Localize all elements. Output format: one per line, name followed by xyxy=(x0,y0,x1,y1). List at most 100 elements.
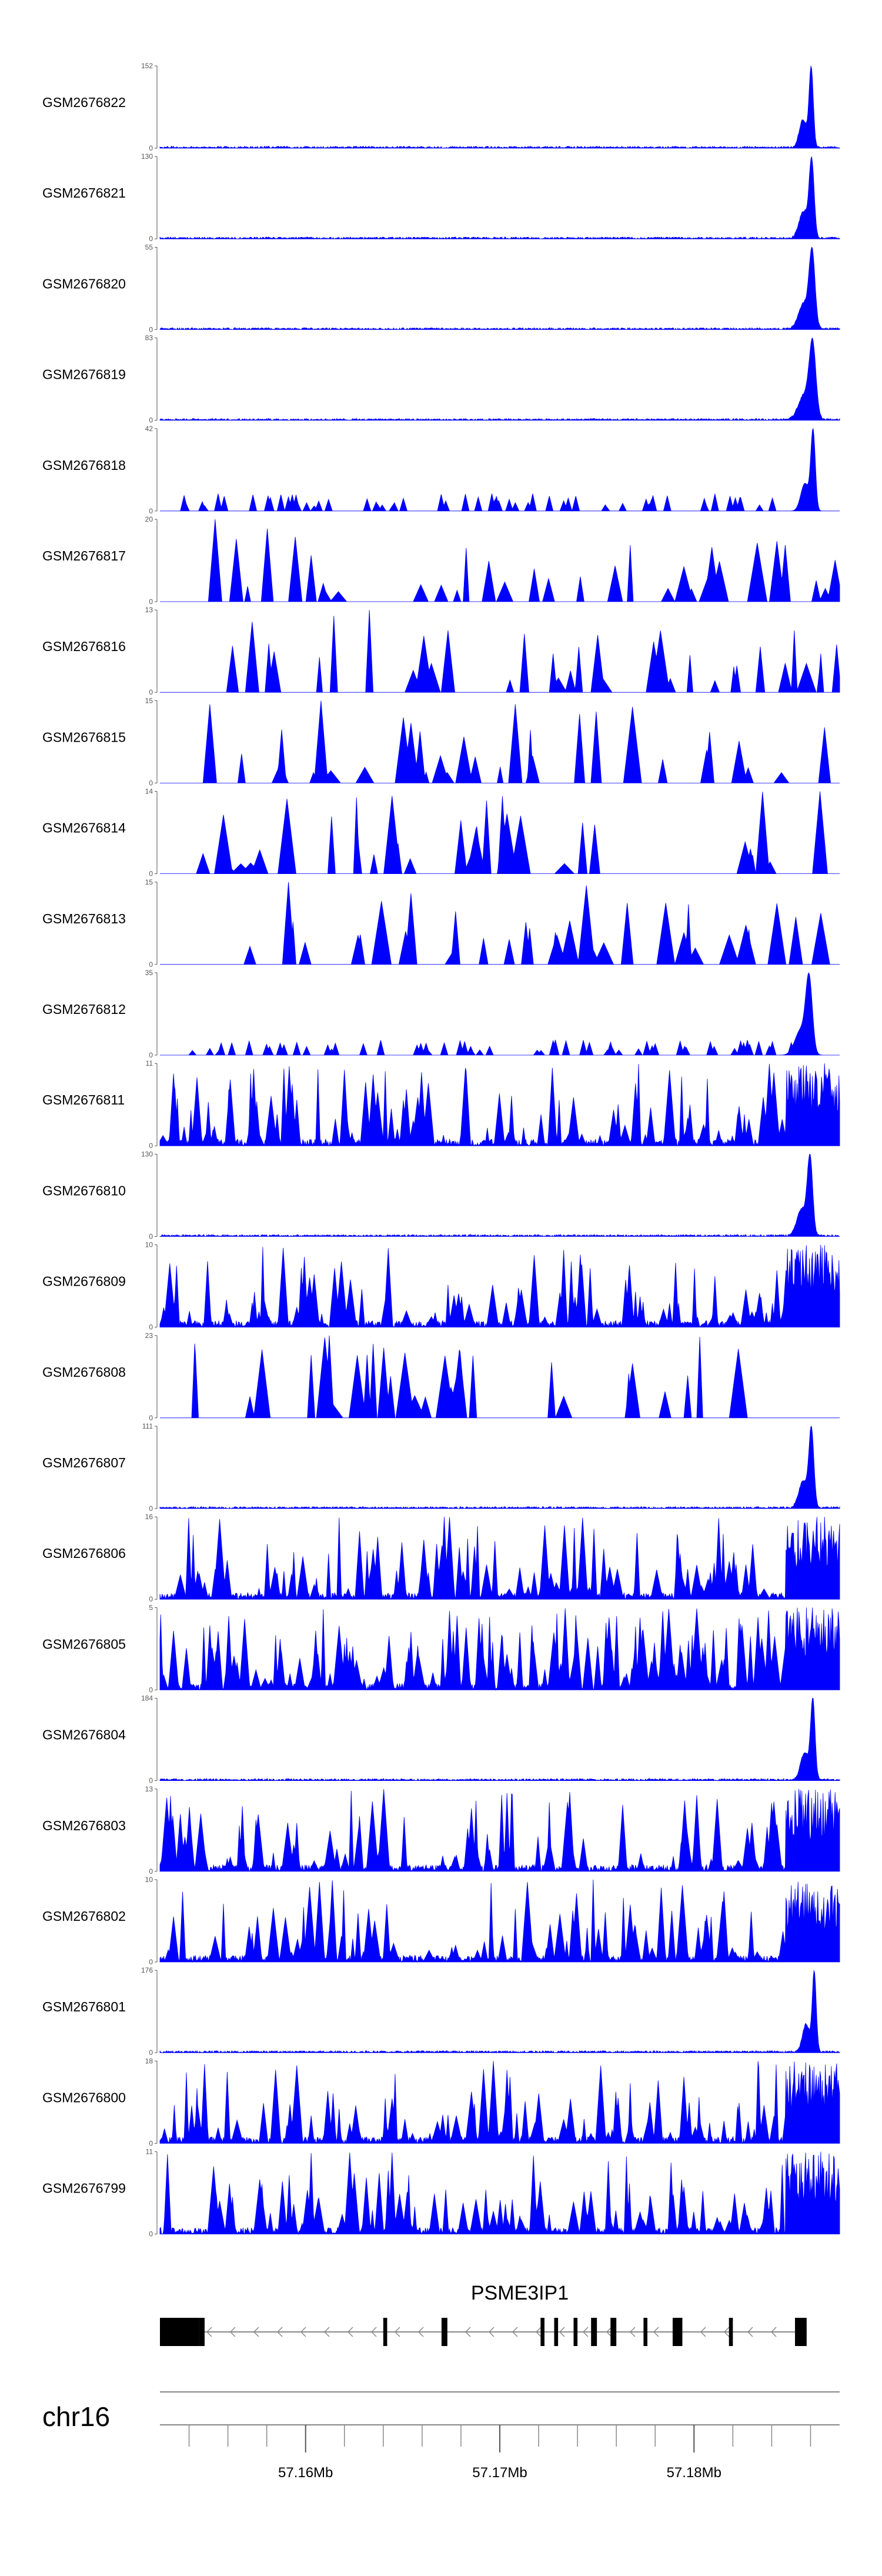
sample-label-GSM2676817: GSM2676817 xyxy=(42,548,126,563)
coverage-area-GSM2676801 xyxy=(159,1970,840,2054)
sample-label-GSM2676806: GSM2676806 xyxy=(42,1546,126,1561)
coverage-area-GSM2676813 xyxy=(160,882,840,965)
y-min-label-GSM2676810: 0 xyxy=(149,1232,153,1240)
y-max-label-GSM2676822: 152 xyxy=(141,62,153,70)
gene-exon-1 xyxy=(160,2318,199,2346)
y-min-label-GSM2676800: 0 xyxy=(149,2139,153,2147)
y-min-label-GSM2676803: 0 xyxy=(149,1867,153,1876)
coverage-area-GSM2676799 xyxy=(159,2151,840,2235)
gene-strand-arrow xyxy=(465,2327,471,2337)
y-max-label-GSM2676818: 42 xyxy=(145,425,153,433)
sample-label-GSM2676810: GSM2676810 xyxy=(42,1183,126,1198)
gene-strand-arrow xyxy=(323,2327,330,2337)
gene-strand-arrow xyxy=(629,2327,636,2337)
chromosome-label: chr16 xyxy=(42,2401,110,2432)
gene-strand-arrow xyxy=(606,2327,612,2337)
sample-label-GSM2676805: GSM2676805 xyxy=(42,1636,126,1651)
coverage-area-GSM2676800 xyxy=(159,2061,840,2144)
gene-strand-arrow xyxy=(276,2327,283,2337)
sample-label-GSM2676815: GSM2676815 xyxy=(42,729,126,745)
gene-exon-12 xyxy=(729,2318,733,2346)
gene-exon-13 xyxy=(795,2318,807,2346)
coverage-area-GSM2676807 xyxy=(159,1426,840,1509)
coverage-area-GSM2676818 xyxy=(160,428,840,512)
y-min-label-GSM2676815: 0 xyxy=(149,779,153,787)
gene-strand-arrow xyxy=(347,2327,353,2337)
sample-label-GSM2676818: GSM2676818 xyxy=(42,458,126,473)
gene-strand-arrow xyxy=(535,2327,542,2337)
y-min-label-GSM2676811: 0 xyxy=(149,1142,153,1150)
coverage-area-GSM2676821 xyxy=(159,156,840,240)
coverage-area-GSM2676812 xyxy=(160,972,840,1056)
coverage-area-GSM2676815 xyxy=(160,700,840,783)
coverage-area-GSM2676804 xyxy=(159,1698,840,1781)
y-max-label-GSM2676802: 10 xyxy=(145,1876,153,1884)
genome-axis-label: 57.16Mb xyxy=(278,2465,333,2481)
coverage-area-GSM2676822 xyxy=(159,65,840,149)
y-min-label-GSM2676801: 0 xyxy=(149,2048,153,2057)
y-max-label-GSM2676810: 130 xyxy=(141,1150,153,1158)
gene-exon-6 xyxy=(554,2318,559,2346)
sample-label-GSM2676809: GSM2676809 xyxy=(42,1274,126,1289)
gene-strand-arrow xyxy=(253,2327,259,2337)
y-max-label-GSM2676807: 111 xyxy=(142,1422,153,1430)
gene-strand-arrow xyxy=(723,2327,730,2337)
y-max-label-GSM2676805: 5 xyxy=(149,1603,153,1611)
sample-label-GSM2676808: GSM2676808 xyxy=(42,1364,126,1380)
coverage-area-GSM2676814 xyxy=(160,791,840,874)
y-max-label-GSM2676808: 23 xyxy=(145,1332,153,1340)
sample-label-GSM2676814: GSM2676814 xyxy=(42,820,126,836)
y-max-label-GSM2676809: 10 xyxy=(145,1241,153,1249)
y-min-label-GSM2676817: 0 xyxy=(149,598,153,606)
coverage-area-GSM2676802 xyxy=(159,1879,840,1963)
coverage-area-GSM2676808 xyxy=(160,1335,840,1419)
y-max-label-GSM2676801: 176 xyxy=(141,1966,153,1974)
sample-label-GSM2676801: GSM2676801 xyxy=(42,1999,126,2014)
y-min-label-GSM2676816: 0 xyxy=(149,688,153,696)
coverage-area-GSM2676817 xyxy=(160,519,840,603)
genome-axis-label: 57.18Mb xyxy=(667,2465,721,2481)
y-min-label-GSM2676818: 0 xyxy=(149,507,153,515)
coverage-area-GSM2676806 xyxy=(159,1517,840,1600)
coverage-area-GSM2676803 xyxy=(159,1788,840,1873)
sample-label-GSM2676804: GSM2676804 xyxy=(42,1727,126,1743)
sample-label-GSM2676799: GSM2676799 xyxy=(42,2181,126,2196)
coverage-area-GSM2676805 xyxy=(159,1607,840,1691)
y-max-label-GSM2676813: 15 xyxy=(145,878,153,886)
sample-label-GSM2676803: GSM2676803 xyxy=(42,1818,126,1833)
sample-label-GSM2676822: GSM2676822 xyxy=(42,95,126,110)
coverage-area-GSM2676820 xyxy=(159,246,840,331)
y-min-label-GSM2676819: 0 xyxy=(149,416,153,425)
sample-label-GSM2676800: GSM2676800 xyxy=(42,2090,126,2105)
genome-axis-label: 57.17Mb xyxy=(472,2465,527,2481)
coverage-area-GSM2676809 xyxy=(159,1244,840,1328)
gene-strand-arrow xyxy=(488,2327,495,2337)
gene-strand-arrow xyxy=(206,2327,212,2337)
gene-exon-2 xyxy=(199,2318,205,2346)
gene-exon-9 xyxy=(610,2318,617,2346)
y-min-label-GSM2676820: 0 xyxy=(149,325,153,333)
y-min-label-GSM2676808: 0 xyxy=(149,1414,153,1422)
gene-exon-7 xyxy=(573,2318,578,2346)
sample-label-GSM2676812: GSM2676812 xyxy=(42,1002,126,1017)
gene-strand-arrow xyxy=(747,2327,753,2337)
gene-strand-arrow xyxy=(582,2327,589,2337)
coverage-area-GSM2676811 xyxy=(159,1063,840,1147)
coverage-area-GSM2676810 xyxy=(159,1153,840,1237)
sample-label-GSM2676819: GSM2676819 xyxy=(42,367,126,382)
y-max-label-GSM2676803: 13 xyxy=(145,1785,153,1793)
gene-exon-10 xyxy=(643,2318,648,2346)
y-min-label-GSM2676813: 0 xyxy=(149,960,153,969)
gene-strand-arrow xyxy=(394,2327,400,2337)
y-max-label-GSM2676806: 16 xyxy=(145,1513,153,1521)
gene-exon-11 xyxy=(672,2318,683,2346)
y-max-label-GSM2676814: 14 xyxy=(145,788,153,796)
y-max-label-GSM2676816: 13 xyxy=(145,606,153,614)
y-min-label-GSM2676812: 0 xyxy=(149,1051,153,1059)
sample-label-GSM2676816: GSM2676816 xyxy=(42,639,126,654)
sample-label-GSM2676802: GSM2676802 xyxy=(42,1908,126,1924)
coverage-area-GSM2676816 xyxy=(160,610,840,693)
gene-strand-arrow xyxy=(300,2327,306,2337)
